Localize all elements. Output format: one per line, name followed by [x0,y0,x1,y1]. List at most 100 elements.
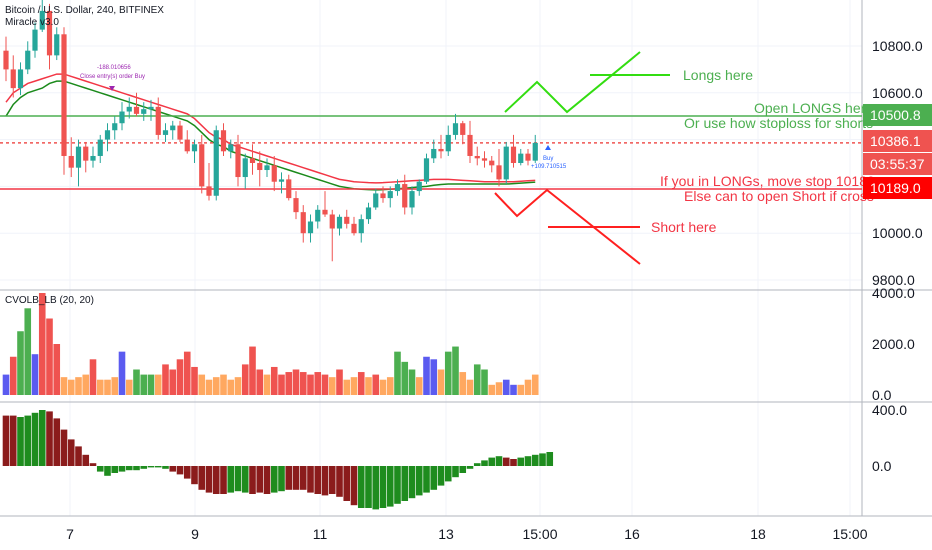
volume-bar[interactable] [133,369,140,396]
volume-bar[interactable] [183,351,191,395]
time-axis[interactable]: 7 9 11 13 15:00 16 18 15:00 [66,526,868,542]
oscillator-bar[interactable] [481,460,488,466]
volume-bar[interactable] [147,374,155,395]
oscillator-bar[interactable] [285,466,293,490]
candle[interactable] [409,191,415,208]
volume-bar[interactable] [118,351,126,395]
oscillator-bar[interactable] [24,415,32,466]
volume-bar[interactable] [321,374,329,395]
candle[interactable] [358,219,364,234]
oscillator-bar[interactable] [31,412,39,466]
candle[interactable] [46,10,53,56]
candle[interactable] [54,34,60,56]
volume-bar[interactable] [278,374,285,395]
candle[interactable] [532,142,538,161]
candle[interactable] [213,130,219,196]
candle[interactable] [235,144,241,178]
oscillator-bar[interactable] [307,466,314,493]
oscillator-bar[interactable] [524,456,532,466]
candle[interactable] [481,158,488,161]
oscillator-bar[interactable] [46,411,53,466]
volume-bar[interactable] [510,384,517,395]
candle[interactable] [445,134,451,152]
oscillator-bar[interactable] [517,457,525,466]
candle[interactable] [126,106,132,112]
volume-bar[interactable] [17,331,24,395]
candle[interactable] [467,134,473,156]
volume-bar[interactable] [263,374,271,395]
candle[interactable] [162,130,169,135]
candle[interactable] [431,148,437,159]
oscillator-bar[interactable] [510,459,517,466]
candle[interactable] [452,123,459,135]
candle[interactable] [387,191,393,199]
volume-bar[interactable] [205,379,213,395]
oscillator-bar[interactable] [531,454,539,466]
candle[interactable] [344,216,350,224]
oscillator-bar[interactable] [350,466,358,506]
oscillator-bar[interactable] [53,418,61,466]
volume-bar[interactable] [495,382,503,395]
oscillator-bar[interactable] [546,452,554,466]
volume-bar[interactable] [270,366,278,395]
candle[interactable] [525,153,531,161]
oscillator-bar[interactable] [67,439,75,466]
oscillator-bar[interactable] [430,466,438,490]
volume-bar[interactable] [481,369,488,396]
volume-bar[interactable] [198,374,206,395]
candle[interactable] [61,34,67,156]
candle[interactable] [264,165,270,171]
volume-bar[interactable] [328,377,336,395]
oscillator-bar[interactable] [220,466,227,494]
volume-bar[interactable] [60,377,68,395]
oscillator-bar[interactable] [234,466,242,492]
candle[interactable] [249,158,256,163]
candle[interactable] [496,165,502,180]
candle[interactable] [307,221,314,234]
volume-bar[interactable] [386,377,394,395]
candle[interactable] [25,50,31,70]
oscillator-bar[interactable] [205,466,213,493]
candle[interactable] [10,69,16,89]
candle[interactable] [278,179,285,182]
oscillator-bar[interactable] [256,466,264,493]
volume-bar[interactable] [415,377,423,395]
volume-bar[interactable] [162,364,169,395]
oscillator-bar[interactable] [488,457,496,466]
candle[interactable] [373,193,379,208]
candle[interactable] [503,146,509,180]
oscillator-bar[interactable] [118,466,126,472]
oscillator-bar[interactable] [466,466,474,469]
oscillator-bar[interactable] [38,410,46,466]
volume-bar[interactable] [111,377,119,395]
candle[interactable] [402,184,408,208]
oscillator-bar[interactable] [321,466,329,496]
candle[interactable] [155,106,161,135]
volume-bar[interactable] [75,377,82,395]
volume-bar[interactable] [459,372,467,395]
oscillator-bar[interactable] [314,466,322,494]
user-drawings[interactable] [109,51,670,265]
volume-bar[interactable] [220,374,227,395]
oscillator-bar[interactable] [154,466,162,468]
candle[interactable] [322,209,328,215]
volume-bar[interactable] [343,379,351,395]
oscillator-bar[interactable] [60,429,68,466]
volume-bar[interactable] [423,356,430,395]
volume-bar[interactable] [314,372,322,395]
oscillator-bar[interactable] [183,466,191,479]
volume-bar[interactable] [24,308,32,395]
oscillator-bar[interactable] [249,466,256,494]
oscillator-bars[interactable] [2,410,554,510]
candle[interactable] [112,123,118,131]
volume-bar[interactable] [96,379,104,395]
candle[interactable] [460,123,466,135]
volume-bar[interactable] [104,379,111,395]
volume-bar[interactable] [488,384,496,395]
candle[interactable] [271,165,277,182]
oscillator-bar[interactable] [343,466,351,501]
volume-bar[interactable] [524,379,532,395]
candle[interactable] [438,148,444,152]
candle[interactable] [242,158,248,178]
